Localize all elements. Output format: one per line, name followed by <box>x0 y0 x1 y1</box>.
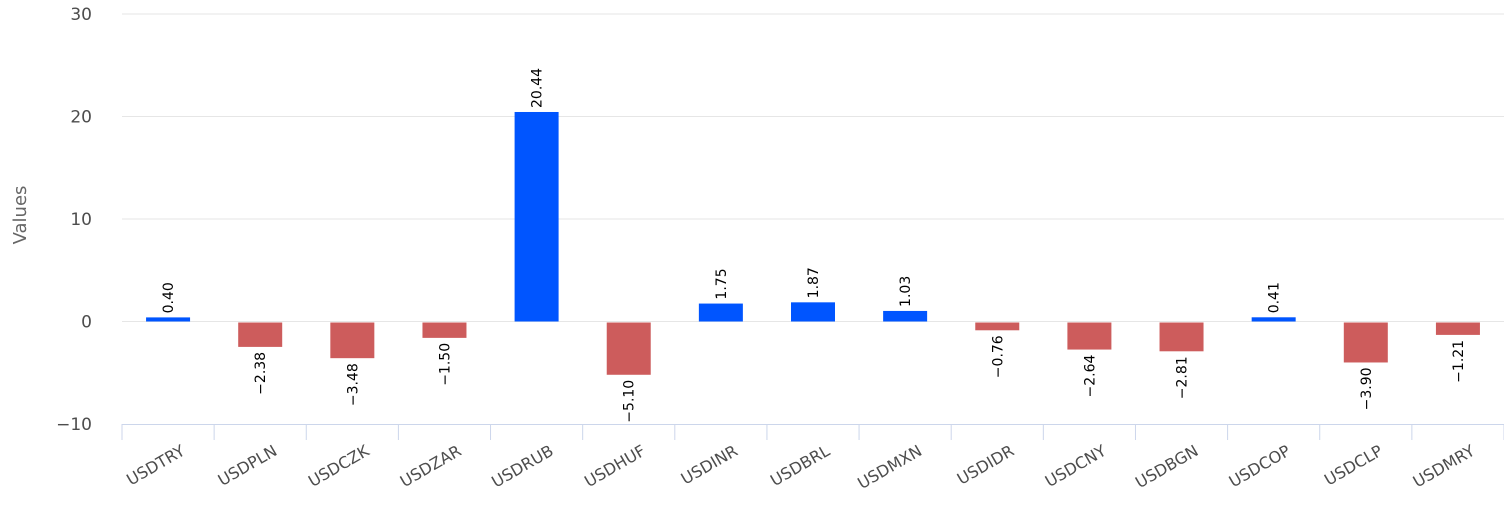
y-tick-label: 30 <box>70 5 92 25</box>
bar <box>330 322 375 359</box>
data-labels-layer: 0.40 −2.38 −3.48 −1.50 20.44 −5.10 1.75 1.87 1.0… <box>161 68 1467 423</box>
data-label: −2.81 <box>1175 356 1191 399</box>
x-tick-label: USDMXN <box>854 441 925 493</box>
bar <box>1435 322 1480 335</box>
data-label: 1.87 <box>806 267 822 298</box>
bar <box>791 302 835 322</box>
x-tick-label: USDHUF <box>581 441 649 491</box>
x-tick-label: USDIDR <box>954 441 1017 489</box>
bar <box>422 322 467 338</box>
x-tick-label: USDZAR <box>397 441 465 491</box>
bar <box>975 322 1020 331</box>
x-tick-label: USDTRY <box>123 441 188 489</box>
data-label: 1.75 <box>714 268 730 299</box>
x-tick-label: USDMRY <box>1410 441 1478 491</box>
data-label: 1.03 <box>898 276 914 307</box>
axis-layer: −10 0 10 20 30 USDTRY USDPLN USDCZK USDZAR USDRUB… <box>56 5 1504 493</box>
data-label: 0.40 <box>161 282 177 313</box>
bar <box>1159 322 1204 352</box>
bar <box>883 310 928 322</box>
bar <box>1343 322 1388 363</box>
x-tick-label: USDCOP <box>1226 441 1294 491</box>
x-tick-label: USDBRL <box>767 441 833 490</box>
y-axis-title: Values <box>10 186 31 245</box>
x-tick-label: USDCLP <box>1321 441 1386 490</box>
y-tick-label: 0 <box>81 313 92 333</box>
y-tick-label: 20 <box>70 108 92 128</box>
bar <box>1251 317 1296 322</box>
x-tick-label: USDINR <box>678 441 741 488</box>
bar <box>606 322 651 375</box>
y-tick-label: 10 <box>70 210 92 230</box>
bar <box>146 317 191 322</box>
data-label: 20.44 <box>530 68 546 108</box>
data-label: −2.38 <box>253 352 269 395</box>
data-label: −3.90 <box>1359 367 1375 410</box>
bar <box>514 111 559 322</box>
x-tick-label: USDCNY <box>1042 441 1110 491</box>
x-tick-label: USDRUB <box>488 441 556 491</box>
data-label: −3.48 <box>345 363 361 406</box>
data-label: −5.10 <box>622 380 638 423</box>
data-label: −1.21 <box>1451 340 1467 383</box>
data-label: −2.64 <box>1082 354 1098 397</box>
bar <box>1067 322 1112 350</box>
bar <box>698 303 743 322</box>
x-tick-label: USDCZK <box>305 441 373 491</box>
data-label: −0.76 <box>990 335 1006 378</box>
data-label: 0.41 <box>1267 282 1283 313</box>
x-tick-label: USDBGN <box>1132 441 1201 492</box>
bar <box>238 322 283 347</box>
y-tick-label: −10 <box>56 415 92 435</box>
x-tick-label: USDPLN <box>215 441 281 490</box>
data-label: −1.50 <box>437 343 453 386</box>
bars-layer <box>146 111 1480 375</box>
